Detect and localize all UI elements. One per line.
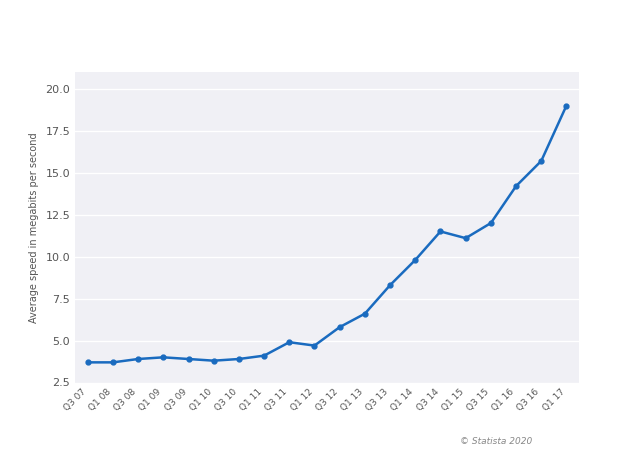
Y-axis label: Average speed in megabits per second: Average speed in megabits per second xyxy=(29,132,39,323)
Text: Average Internet Speed in the U.S. : 2007 – 2017: Average Internet Speed in the U.S. : 200… xyxy=(65,20,561,38)
Text: © Statista 2020: © Statista 2020 xyxy=(460,436,532,446)
